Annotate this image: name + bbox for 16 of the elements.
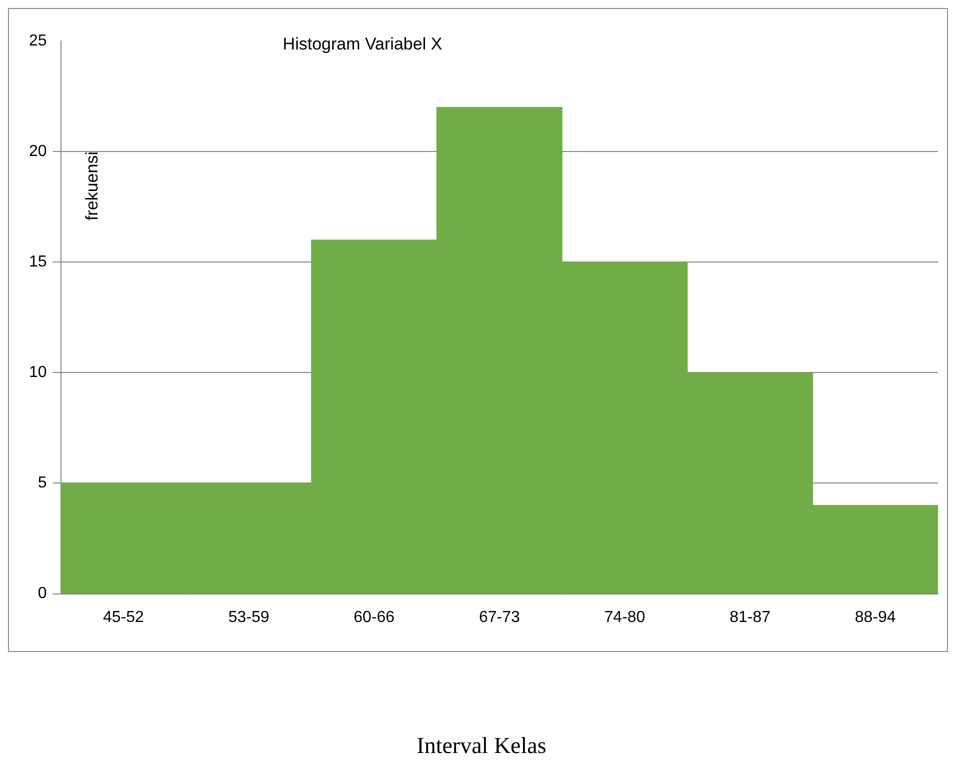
chart-title: Histogram Variabel X — [282, 34, 442, 54]
y-tick-label: 25 — [29, 32, 47, 50]
y-tick-label: 15 — [29, 254, 47, 271]
x-tick-label: 74-80 — [604, 608, 646, 626]
y-tick-label: 20 — [29, 142, 47, 160]
y-axis-title: frekuensi — [82, 152, 102, 220]
x-tick-label: 60-66 — [354, 608, 395, 626]
y-tick-label: 5 — [38, 474, 47, 492]
x-tick-label: 81-87 — [730, 608, 771, 626]
x-tick-label: 53-59 — [228, 608, 270, 626]
y-tick-label: 0 — [38, 585, 47, 602]
x-tick-label: 45-52 — [102, 608, 144, 626]
x-axis-title: Interval Kelas — [416, 733, 548, 759]
y-tick-label: 10 — [29, 364, 47, 382]
x-tick-label: 88-94 — [854, 608, 896, 626]
x-tick-label: 67-73 — [478, 608, 520, 626]
